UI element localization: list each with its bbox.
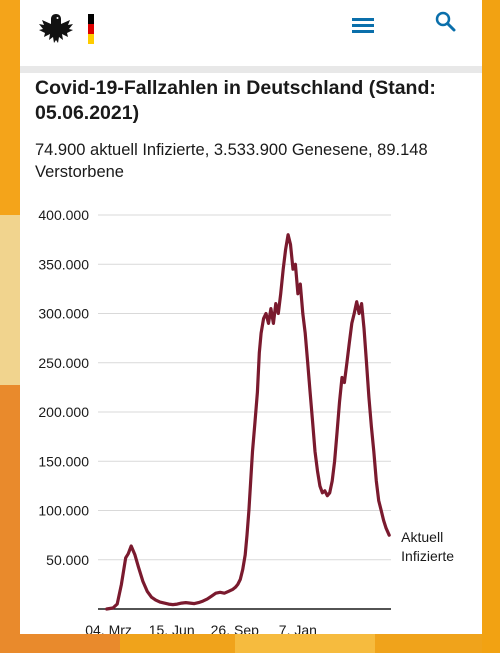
x-tick-label: 15. Jun xyxy=(149,622,195,634)
page-subtitle: 74.900 aktuell Infizierte, 3.533.900 Gen… xyxy=(35,141,428,181)
background-bottom-segment xyxy=(0,634,120,653)
covid-line-chart: 50.000 100.000 150.000 200.000 250.000 300.00… xyxy=(38,207,454,634)
y-tick-label: 350.000 xyxy=(38,256,89,272)
series-annotation: Aktuell xyxy=(401,529,443,545)
background-left-bottom xyxy=(0,385,20,653)
header-divider xyxy=(20,66,482,73)
search-icon[interactable] xyxy=(434,10,458,34)
background-left-top xyxy=(0,0,20,215)
y-tick-label: 100.000 xyxy=(38,503,89,519)
federal-eagle-icon[interactable] xyxy=(36,10,76,46)
y-tick-label: 150.000 xyxy=(38,453,89,469)
hamburger-menu-icon[interactable] xyxy=(350,14,376,36)
y-tick-label: 300.000 xyxy=(38,306,89,322)
flag-stripe-red xyxy=(88,24,94,34)
y-tick-label: 200.000 xyxy=(38,404,89,420)
background-bottom-segment xyxy=(235,634,375,653)
site-header xyxy=(20,0,482,62)
background-bottom xyxy=(0,634,500,653)
background-left-mid xyxy=(0,215,20,385)
page-title: Covid-19-Fallzahlen in Deutschland (Stan… xyxy=(35,77,436,124)
y-tick-label: 50.000 xyxy=(46,552,89,568)
y-tick-label: 250.000 xyxy=(38,355,89,371)
x-tick-label: 7. Jan xyxy=(279,622,317,634)
flag-stripe-gold xyxy=(88,34,94,44)
x-tick-label: 26. Sep xyxy=(211,622,259,634)
x-tick-label: 04. Mrz xyxy=(85,622,132,634)
y-tick-label: 400.000 xyxy=(38,207,89,223)
background-right xyxy=(482,0,500,653)
series-line-aktuell-infizierte xyxy=(105,233,391,611)
series-annotation: Infizierte xyxy=(401,548,454,564)
content-card: Covid-19-Fallzahlen in Deutschland (Stan… xyxy=(20,0,482,634)
flag-stripe-black xyxy=(88,14,94,24)
